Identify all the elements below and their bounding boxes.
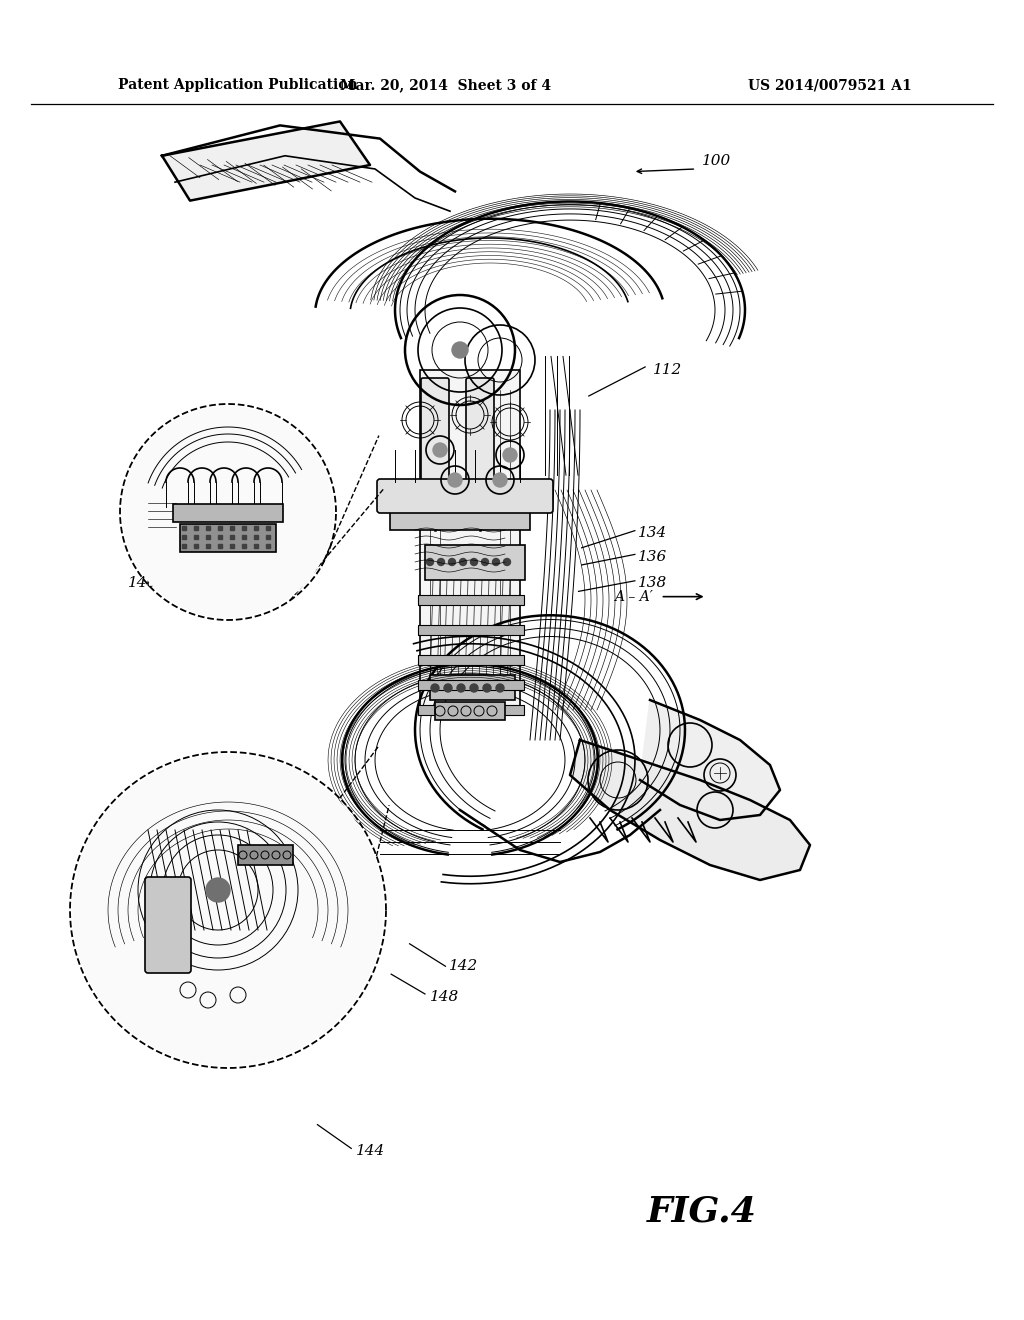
- Circle shape: [504, 558, 511, 565]
- Bar: [418, 624, 524, 635]
- Text: 140: 140: [128, 577, 158, 590]
- Polygon shape: [162, 121, 370, 201]
- FancyBboxPatch shape: [145, 876, 191, 973]
- Bar: [418, 655, 524, 665]
- FancyBboxPatch shape: [377, 479, 553, 513]
- Text: 136: 136: [638, 550, 668, 564]
- Circle shape: [503, 447, 517, 462]
- Bar: [430, 675, 515, 700]
- Bar: [173, 504, 283, 521]
- Circle shape: [481, 558, 488, 565]
- Text: 148: 148: [430, 990, 460, 1003]
- Circle shape: [206, 878, 230, 902]
- Bar: [390, 508, 530, 531]
- Text: 100: 100: [701, 154, 731, 168]
- Circle shape: [427, 558, 433, 565]
- Text: FIG.4: FIG.4: [646, 1195, 757, 1229]
- Text: 144: 144: [356, 1144, 386, 1158]
- FancyBboxPatch shape: [420, 370, 520, 710]
- Text: A – A′: A – A′: [614, 590, 653, 603]
- Text: 142: 142: [449, 960, 478, 973]
- Text: US 2014/0079521 A1: US 2014/0079521 A1: [748, 78, 911, 92]
- Text: Patent Application Publication: Patent Application Publication: [118, 78, 357, 92]
- Circle shape: [470, 684, 478, 692]
- Text: Mar. 20, 2014  Sheet 3 of 4: Mar. 20, 2014 Sheet 3 of 4: [340, 78, 551, 92]
- Circle shape: [493, 558, 500, 565]
- Polygon shape: [570, 741, 810, 880]
- Text: 138: 138: [638, 577, 668, 590]
- Circle shape: [460, 558, 467, 565]
- Bar: [418, 595, 524, 605]
- Text: 152: 152: [166, 469, 196, 482]
- Text: 134: 134: [638, 527, 668, 540]
- Circle shape: [123, 407, 333, 616]
- Bar: [238, 845, 293, 865]
- Text: 150: 150: [152, 511, 181, 524]
- Circle shape: [449, 558, 456, 565]
- Circle shape: [457, 684, 465, 692]
- FancyBboxPatch shape: [466, 378, 494, 502]
- Bar: [418, 680, 524, 690]
- Circle shape: [483, 684, 490, 692]
- Circle shape: [431, 684, 439, 692]
- Circle shape: [73, 755, 383, 1065]
- FancyBboxPatch shape: [421, 378, 449, 502]
- Bar: [435, 702, 505, 719]
- Polygon shape: [640, 700, 780, 820]
- Bar: [425, 545, 525, 579]
- Text: 146: 146: [152, 541, 181, 554]
- Circle shape: [437, 558, 444, 565]
- Circle shape: [470, 558, 477, 565]
- Circle shape: [452, 342, 468, 358]
- Circle shape: [444, 684, 452, 692]
- Circle shape: [433, 444, 447, 457]
- Circle shape: [449, 473, 462, 487]
- Bar: [418, 705, 524, 715]
- Circle shape: [493, 473, 507, 487]
- Text: 112: 112: [653, 363, 683, 376]
- Bar: [180, 524, 276, 552]
- Circle shape: [496, 684, 504, 692]
